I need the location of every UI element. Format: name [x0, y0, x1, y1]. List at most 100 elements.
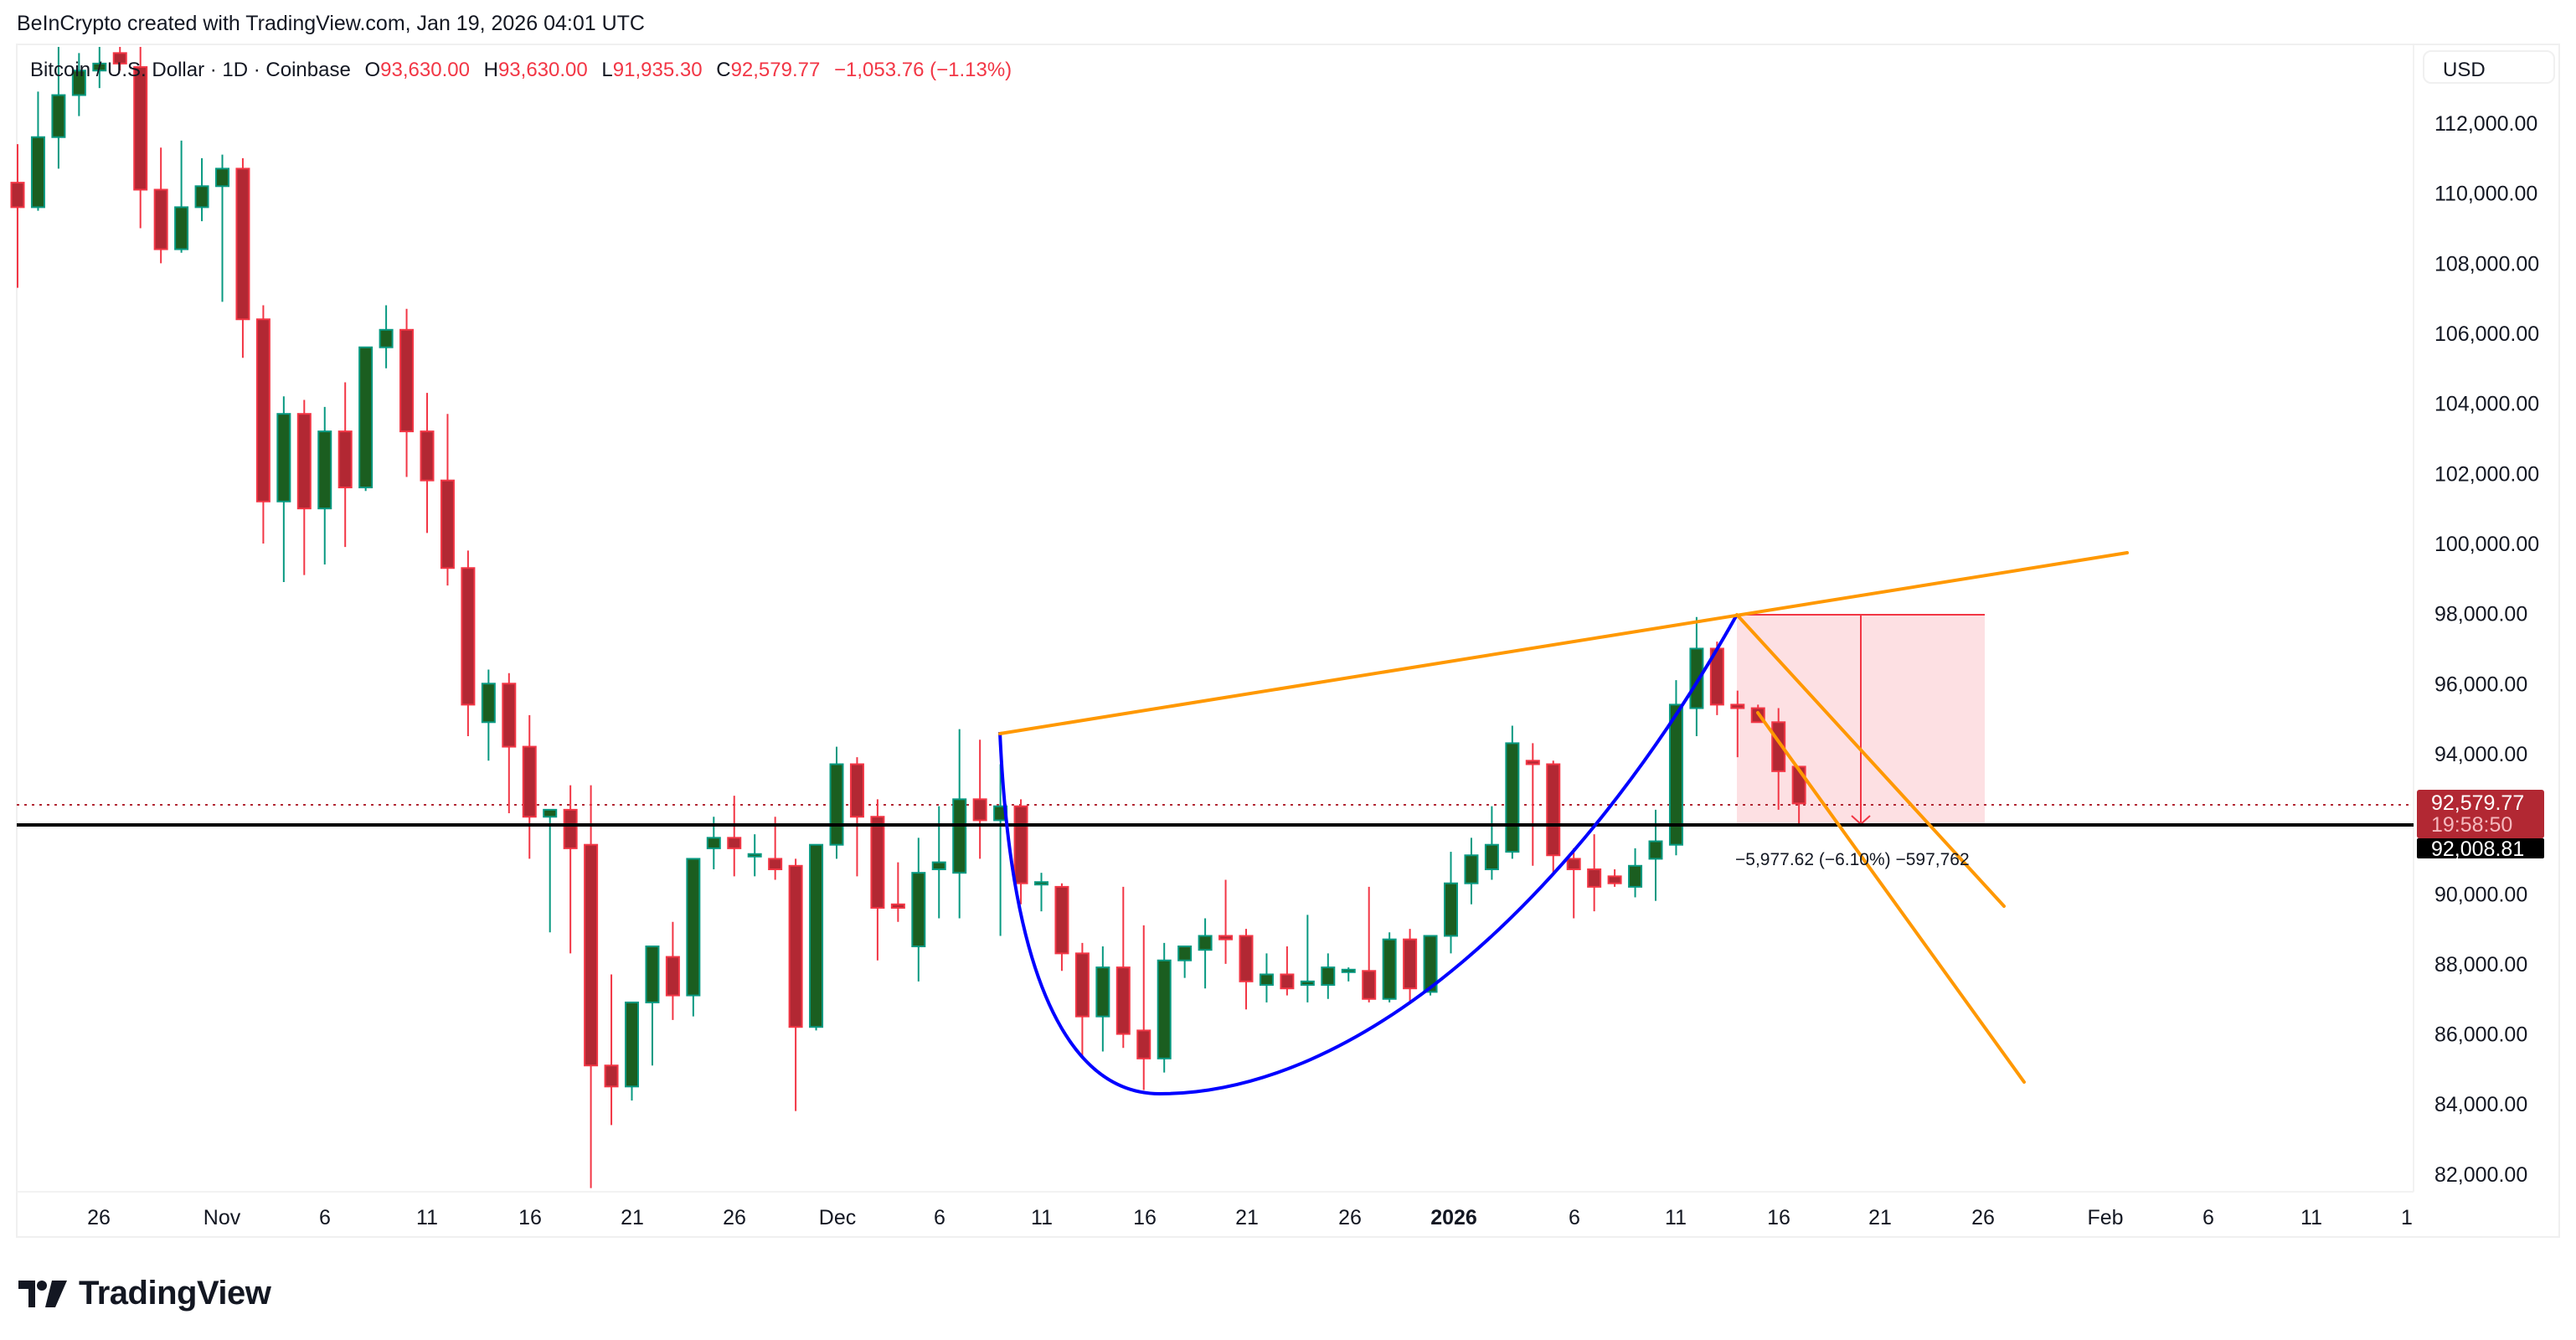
candle — [604, 974, 619, 1126]
candle — [584, 785, 599, 1188]
tradingview-logo-icon — [18, 1280, 67, 1307]
candle — [194, 157, 209, 222]
open-value: 93,630.00 — [380, 59, 470, 81]
candle — [276, 396, 291, 582]
candle — [1607, 868, 1622, 887]
candle — [727, 796, 742, 877]
last-price-tag — [2417, 790, 2544, 838]
rising-trendline[interactable] — [998, 551, 2129, 735]
time-tick-label: 21 — [621, 1206, 644, 1229]
price-tick-label: 90,000.00 — [2434, 883, 2527, 906]
candle — [1525, 743, 1540, 866]
candle — [1382, 932, 1397, 1002]
time-tick-label: 1 — [2401, 1206, 2413, 1229]
candle — [317, 406, 332, 565]
candle — [911, 838, 926, 982]
close-label: C — [716, 59, 731, 81]
candle — [1587, 834, 1602, 912]
time-tick-label: 26 — [1971, 1206, 1995, 1229]
candle — [1362, 886, 1377, 1002]
candles-group — [10, 47, 1806, 1188]
time-tick-label: 16 — [1767, 1206, 1790, 1229]
cup-curve[interactable] — [998, 614, 1739, 1096]
price-tick-label: 84,000.00 — [2434, 1093, 2527, 1116]
price-tick-label: 102,000.00 — [2434, 462, 2539, 486]
candle — [849, 757, 864, 877]
candle — [1689, 616, 1704, 737]
candle — [1321, 953, 1336, 999]
symbol-name[interactable]: Bitcoin / U.S. Dollar · 1D · Coinbase — [30, 59, 351, 81]
candle — [112, 47, 127, 71]
candle — [481, 669, 496, 761]
time-tick-label: 11 — [416, 1206, 438, 1229]
candle — [645, 946, 660, 1066]
falling-channel-upper[interactable] — [1735, 613, 2006, 908]
candle — [829, 746, 844, 859]
candle — [1628, 848, 1643, 898]
candle — [420, 393, 435, 533]
time-tick-label: Feb — [2087, 1206, 2123, 1229]
candle — [296, 399, 312, 575]
currency-button[interactable]: USD — [2423, 50, 2555, 84]
candle — [1136, 925, 1151, 1090]
high-label: H — [483, 59, 498, 81]
chart-frame — [16, 44, 2560, 1238]
candle — [133, 47, 148, 229]
candle — [10, 144, 25, 288]
candle — [1464, 838, 1479, 904]
candle — [440, 414, 455, 586]
candle — [809, 843, 824, 1031]
time-tick-label: 6 — [2202, 1206, 2214, 1229]
candle — [522, 714, 537, 859]
price-tick-label: 88,000.00 — [2434, 953, 2527, 977]
time-tick-label: 6 — [1569, 1206, 1580, 1229]
tradingview-logo[interactable]: TradingView — [18, 1275, 271, 1312]
candle — [235, 157, 250, 358]
candle — [972, 740, 987, 859]
candle — [153, 147, 168, 264]
price-tick-label: 82,000.00 — [2434, 1163, 2527, 1187]
candle — [1566, 848, 1581, 919]
candle — [625, 1001, 639, 1101]
falling-channel-lower[interactable] — [1756, 711, 2026, 1084]
tradingview-logo-text: TradingView — [79, 1275, 271, 1312]
candle — [747, 834, 762, 877]
candle — [1115, 886, 1131, 1049]
price-tick-label: 98,000.00 — [2434, 603, 2527, 626]
price-tick-label: 100,000.00 — [2434, 533, 2539, 556]
low-value: 91,935.30 — [612, 59, 703, 81]
price-tick-label: 108,000.00 — [2434, 252, 2539, 276]
time-axis[interactable]: 26 Nov 6 11 16 21 26 Dec 6 11 16 21 26 2026 6 11 16 21 26 F… — [87, 1206, 2413, 1229]
candle — [1054, 883, 1069, 972]
candle — [1198, 918, 1213, 989]
price-tick-label: 112,000.00 — [2434, 112, 2537, 136]
candle — [337, 382, 353, 548]
candle — [1444, 852, 1458, 954]
time-tick-label: 16 — [518, 1206, 542, 1229]
candle — [1709, 642, 1724, 715]
time-tick-label: 11 — [1031, 1206, 1053, 1229]
candle — [1177, 946, 1193, 978]
candle — [1074, 942, 1090, 1059]
symbol-legend: Bitcoin / U.S. Dollar · 1D · Coinbase O9… — [30, 59, 1012, 82]
candle — [1280, 946, 1295, 996]
time-tick-label: Nov — [204, 1206, 241, 1229]
high-value: 93,630.00 — [497, 59, 588, 81]
candle — [461, 550, 476, 737]
candle — [1730, 690, 1745, 758]
candle — [1505, 725, 1520, 859]
candle — [1157, 942, 1172, 1073]
candle — [1546, 760, 1561, 874]
price-axis[interactable]: 112,000.00 110,000.00 108,000.00 106,000.00… — [2434, 112, 2539, 1187]
price-tick-label: 86,000.00 — [2434, 1023, 2527, 1047]
candle — [255, 305, 270, 544]
candle — [686, 858, 701, 1017]
measure-label: −5,977.62 (−6.10%) −597,762 — [1735, 850, 1970, 869]
time-tick-label: 6 — [934, 1206, 945, 1229]
low-label: L — [601, 59, 613, 81]
candle — [1095, 946, 1110, 1052]
countdown-value: 19:58:50 — [2431, 813, 2512, 837]
candle — [51, 47, 66, 169]
candle — [379, 305, 394, 368]
